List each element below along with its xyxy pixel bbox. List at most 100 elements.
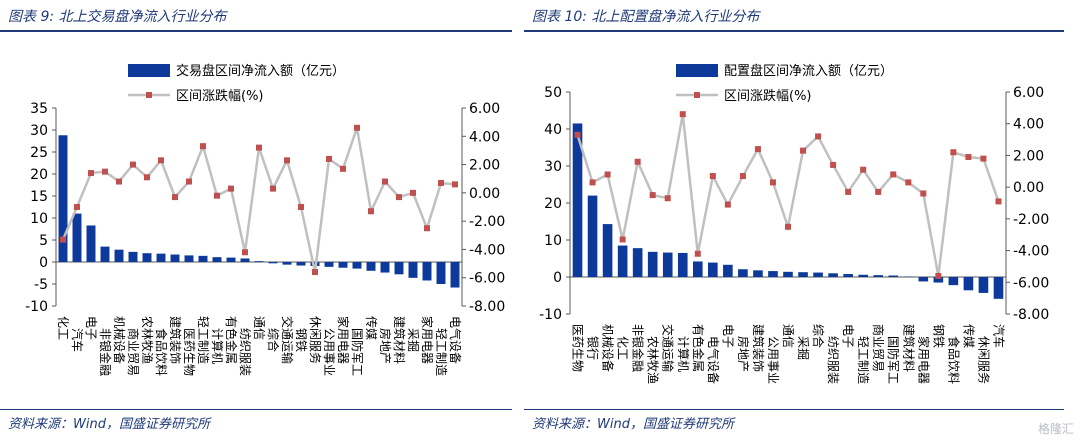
line-point [649, 192, 656, 199]
line-point [574, 131, 581, 138]
chart-panel-left: 图表 9: 北上交易盘净流入行业分布 交易盘区间净流入额（亿元） 区间涨跌幅(%)… [0, 0, 512, 441]
line-point [875, 188, 882, 195]
bar [903, 276, 914, 278]
y-right-tick-label: 6.00 [469, 101, 500, 117]
bar [677, 252, 688, 277]
bar [422, 262, 432, 281]
bar [100, 246, 110, 262]
category-label: 家用电器 [336, 316, 351, 364]
chart-legend: 配置盘区间净流入额（亿元） 区间涨跌幅(%) [676, 63, 893, 104]
line-point [424, 225, 430, 232]
line-point [326, 155, 332, 162]
legend-line-marker [694, 92, 700, 98]
y-right-tick-label: 4.00 [1013, 117, 1044, 133]
line-point [815, 133, 822, 140]
y-left-tick-label: 5 [39, 233, 48, 249]
line-point [830, 161, 837, 168]
bar [282, 262, 292, 265]
category-label: 有色金属 [691, 324, 706, 372]
category-label: 采掘 [796, 336, 811, 360]
bar [296, 262, 306, 266]
category-label: 化工 [616, 336, 630, 360]
category-label: 电子 [721, 324, 735, 348]
legend-bar-label: 交易盘区间净流入额（亿元） [176, 63, 345, 79]
category-label: 纺织服装 [826, 336, 840, 384]
line-point [200, 143, 206, 150]
y-right-tick-label: -8.00 [469, 299, 505, 315]
line-point [298, 204, 304, 210]
legend-line-label: 区间涨跌幅(%) [724, 88, 812, 104]
category-label: 交通运输 [280, 316, 295, 364]
category-label: 公用事业 [766, 336, 780, 384]
bar [708, 262, 718, 277]
category-label: 国防军工 [886, 336, 901, 384]
line-point [172, 194, 178, 201]
bar [783, 271, 793, 277]
bar [170, 254, 180, 262]
category-label: 汽车 [70, 328, 85, 352]
bar [692, 261, 703, 277]
y-right-tick-label: -8.00 [1013, 307, 1049, 323]
bar [873, 275, 884, 277]
y-left-tick-label: 30 [544, 159, 562, 175]
bar [933, 277, 944, 283]
category-label: 传媒 [961, 324, 976, 348]
line-point [679, 111, 686, 118]
line-point [74, 204, 80, 210]
line-point [312, 269, 318, 276]
y-left-tick-label: -10 [25, 299, 48, 315]
line-point [950, 149, 957, 156]
category-label: 建筑材料 [392, 316, 407, 364]
category-label: 家用电器 [916, 336, 931, 384]
category-label: 传媒 [364, 316, 379, 340]
bar [338, 262, 348, 268]
line-point [800, 147, 807, 154]
y-left-tick-label: -5 [34, 277, 48, 293]
line-point [340, 165, 346, 172]
category-label: 农林牧渔 [140, 316, 154, 364]
bar [268, 262, 278, 264]
legend-bar-swatch [676, 64, 718, 77]
bar [587, 195, 598, 277]
category-label: 汽车 [991, 324, 1006, 348]
bar [352, 262, 362, 269]
category-label: 轻工制造 [196, 316, 210, 364]
y-right-tick-label: -6.00 [1013, 275, 1049, 291]
line-point [102, 168, 108, 175]
y-right-tick-label: -4.00 [469, 242, 505, 258]
figure-source: 资料来源：Wind，国盛证券研究所 [8, 417, 210, 432]
line-point [694, 250, 701, 257]
bar [813, 272, 823, 277]
bar [963, 277, 974, 291]
line-point [724, 201, 731, 208]
y-left-tick-label: 50 [544, 85, 562, 101]
bar [978, 277, 989, 293]
y-left-tick-label: 0 [553, 270, 562, 286]
y-right-tick-label: -4.00 [1013, 244, 1049, 260]
y-left-tick-label: -10 [539, 307, 562, 323]
category-label: 化工 [56, 316, 70, 340]
category-label: 食品饮料 [154, 328, 169, 376]
category-label: 钢铁 [931, 324, 945, 348]
bar [436, 262, 446, 284]
y-right-tick-label: 0.00 [469, 186, 500, 202]
line-point [860, 166, 867, 173]
category-label: 医药生物 [571, 324, 585, 372]
line-point [785, 223, 791, 230]
bar [450, 262, 460, 288]
line-point [589, 179, 596, 186]
bar [662, 252, 673, 277]
y-left-tick-label: 10 [544, 233, 562, 249]
bar [798, 272, 808, 277]
category-label: 通信 [781, 324, 795, 348]
y-left-tick-label: 40 [544, 122, 562, 138]
category-label: 交通运输 [661, 324, 676, 372]
category-label: 非银金融 [98, 328, 113, 376]
y-left-tick-label: 20 [30, 167, 48, 183]
bar [723, 264, 733, 277]
bar [156, 253, 166, 262]
category-label: 休闲服务 [976, 336, 991, 384]
line-point [995, 198, 1002, 205]
category-label: 公用事业 [322, 328, 336, 376]
bar [366, 262, 376, 271]
